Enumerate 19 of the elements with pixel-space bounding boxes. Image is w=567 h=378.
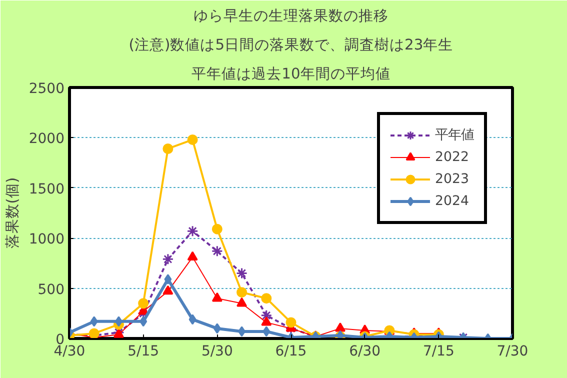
- y-tick-label: 2500: [28, 81, 65, 97]
- x-tick-label: 7/30: [496, 344, 528, 360]
- x-tick-label: 5/15: [128, 344, 160, 360]
- legend-label: 2023: [435, 172, 469, 186]
- y-tick-label: 1500: [28, 181, 65, 198]
- text: 平年値は過去10年間の平均値: [192, 66, 390, 82]
- chart-subtitle: (注意)数値は5日間の落果数で、調査樹は23年生: [128, 36, 454, 54]
- x-tick-label: 7/15: [422, 344, 454, 360]
- x-tick-label: 5/30: [201, 344, 233, 360]
- legend-label: 2022: [435, 150, 469, 164]
- chart-title: ゆら早生の生理落果数の推移: [194, 8, 388, 24]
- x-tick-label: 6/15: [275, 344, 307, 360]
- y-tick-label: 1000: [28, 232, 65, 248]
- y-axis-title: 落果数(個): [4, 177, 21, 249]
- x-tick-label: 6/30: [349, 344, 381, 360]
- legend-label: 平年値: [435, 127, 474, 144]
- y-tick-label: 2000: [28, 131, 65, 148]
- legend-label: 2024: [435, 194, 469, 208]
- y-tick-label: 500: [38, 282, 65, 298]
